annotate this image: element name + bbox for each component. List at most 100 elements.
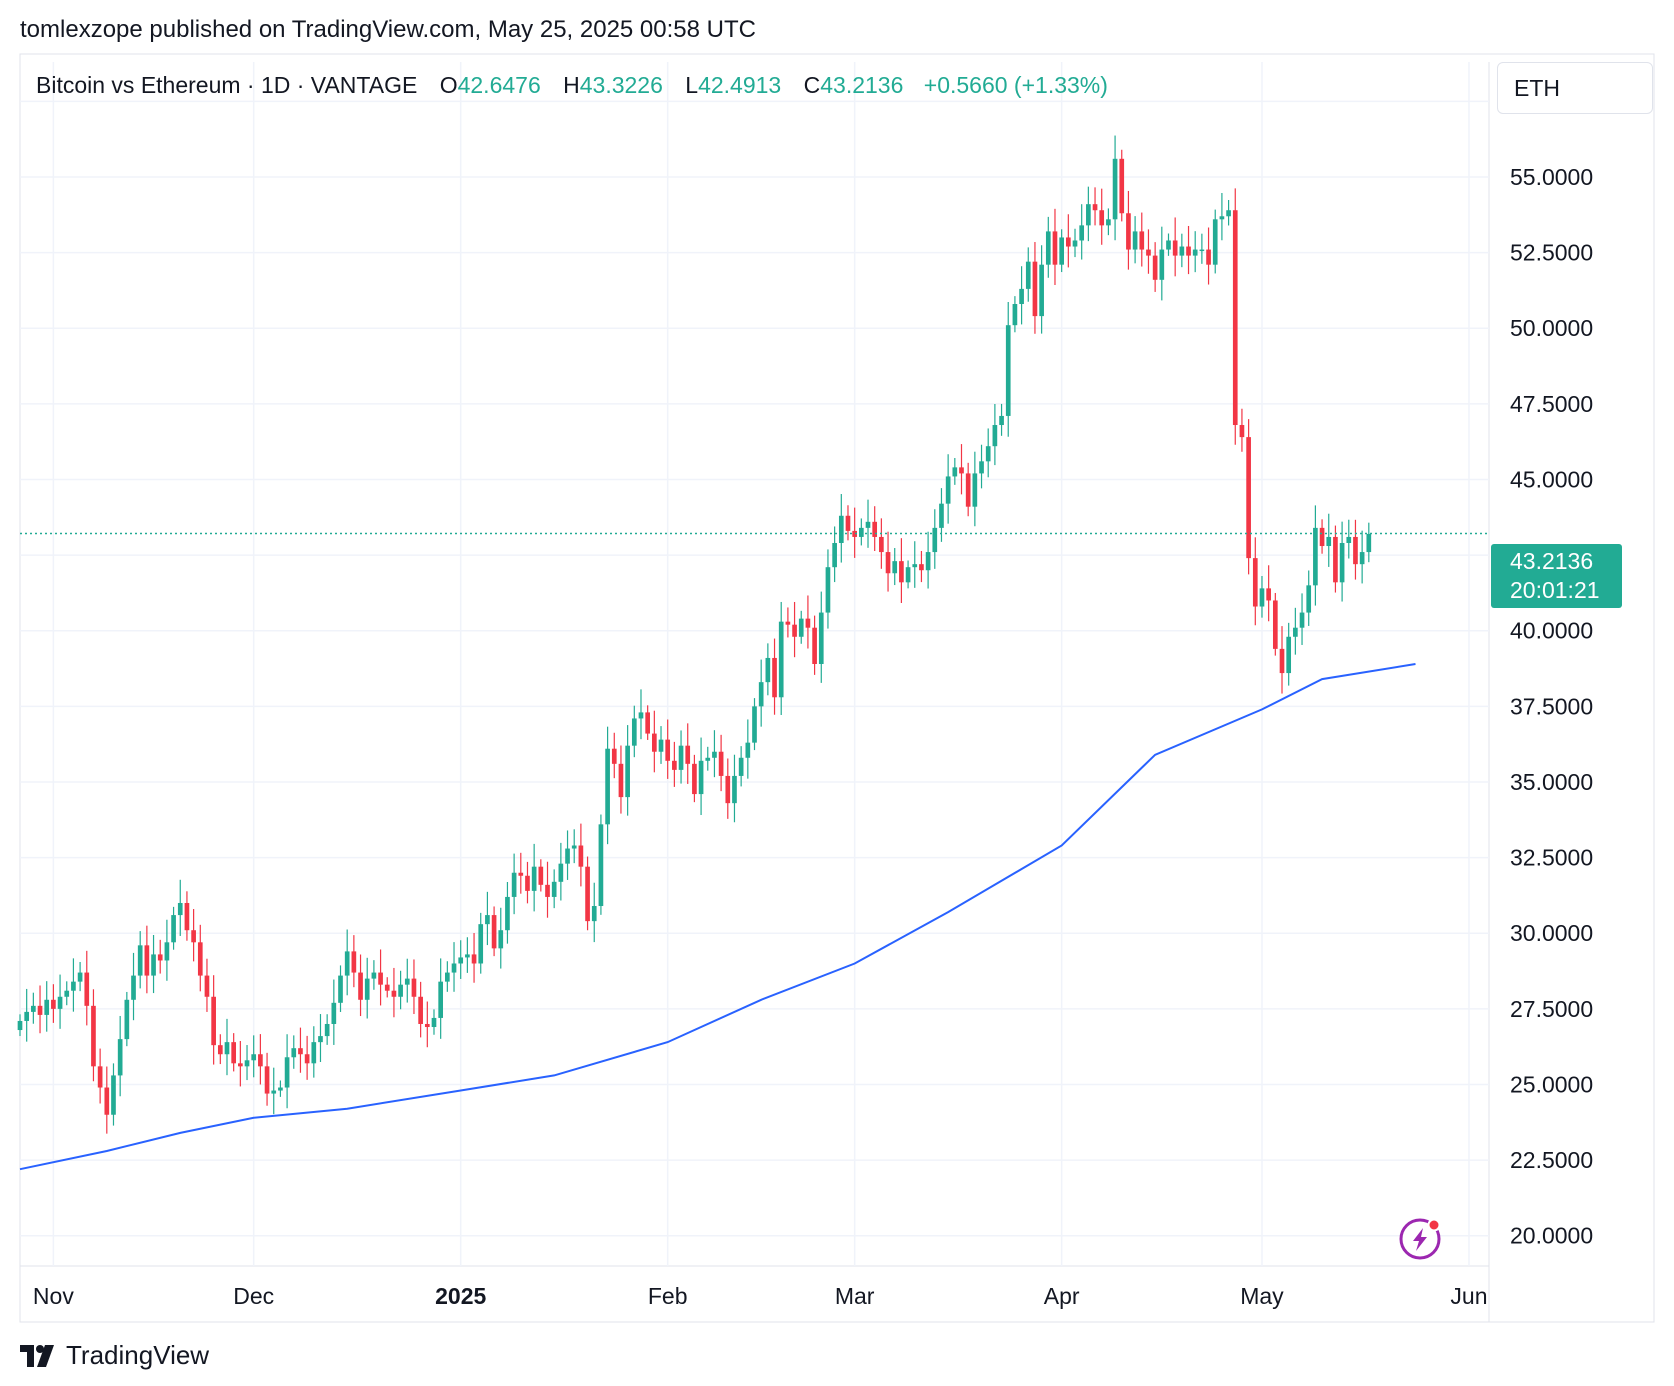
candle-body [1246,437,1251,559]
candle-body [645,712,651,734]
candle-body [772,657,777,698]
candle-body [551,881,557,897]
candle-body [505,896,510,931]
currency-scale-button[interactable]: ETH [1497,62,1653,114]
candle-body [652,733,657,752]
candle-body [184,902,190,931]
candle-body [631,718,637,746]
time-tick-label: Dec [233,1283,274,1309]
candle-body [371,972,377,979]
candle-body [672,760,677,770]
candles [17,135,1372,1134]
price-tick-label: 35.0000 [1510,769,1593,795]
candle-body [578,845,584,867]
candle-body [1359,552,1365,565]
candle-body [1025,261,1031,289]
candle-body [1339,542,1345,583]
flash-icon[interactable] [1399,1218,1441,1260]
price-tick-label: 25.0000 [1510,1071,1593,1097]
candle-body [818,612,824,664]
candle-body [1132,231,1138,250]
candle-body [558,863,564,882]
candle-body [545,884,550,897]
candle-body [91,1005,96,1067]
price-tick-label: 52.5000 [1510,240,1593,266]
candle-body [24,1011,30,1021]
candle-body [1119,158,1125,214]
candle-body [1306,585,1312,613]
candle-body [1293,627,1298,637]
high-value: 43.3226 [579,72,663,98]
candle-body [692,763,697,795]
candle-body [605,748,610,825]
candle-body [525,875,530,891]
candle-body [845,515,851,531]
time-axis-labels: Nov Dec 2025 Feb Mar Apr May Jun [33,1283,1488,1309]
tradingview-brand-label: TradingView [66,1340,210,1370]
candle-body [1353,536,1358,565]
candle-body [1186,246,1191,256]
candle-body [611,748,617,764]
candle-body [1319,527,1325,547]
candle-body [865,521,871,528]
candle-body [812,627,817,664]
candle-body [1212,219,1218,265]
candle-body [485,915,490,925]
candle-body [344,951,350,976]
last-price-tag: 43.2136 20:01:21 [1491,544,1622,608]
candle-body [939,503,944,528]
candle-body [1112,158,1118,220]
candle-body [1313,527,1318,586]
candle-body [1019,288,1024,305]
candle-body [364,978,370,1000]
candle-body [211,996,216,1046]
candle-body [445,972,450,982]
candle-body [738,757,744,776]
moving-average-layer [19,663,1416,1171]
price-tick-label: 27.5000 [1510,996,1593,1022]
time-tick-label: Feb [648,1283,688,1309]
candle-body [712,751,717,758]
candle-body [1086,204,1091,226]
candle-body [104,1087,110,1115]
candle-body [1052,231,1058,265]
time-tick-label: Mar [835,1283,875,1309]
symbol-title[interactable]: Bitcoin vs Ethereum · 1D · VANTAGE [36,72,418,98]
candle-body [952,467,958,477]
price-tick-label: 50.0000 [1510,315,1593,341]
candle-body [1092,204,1098,211]
close-label: C [803,72,821,98]
price-tick-label: 30.0000 [1510,920,1593,946]
candle-body [1272,600,1278,649]
candle-body [204,975,210,997]
candle-body [1152,255,1158,280]
candle-body [1366,533,1372,553]
candle-body [518,872,524,876]
candle-body [144,945,150,976]
candle-body [1126,213,1131,250]
candle-body [1206,249,1211,265]
candle-body [892,561,898,574]
candle-body [1166,240,1171,250]
candle-body [1099,210,1105,226]
candle-body [1192,249,1198,256]
candle-body [638,712,644,719]
candle-body [238,1063,243,1067]
candle-body [872,521,878,537]
candle-body [77,972,83,982]
candle-body [785,621,791,625]
candle-body [832,542,837,568]
candle-body [698,760,704,795]
tradingview-brand[interactable]: TradingView [20,1340,209,1371]
candle-body [311,1042,317,1064]
candle-body [511,872,517,897]
price-tick-label: 32.5000 [1510,845,1593,871]
candle-body [732,775,737,804]
candle-body [258,1054,263,1067]
candle-body [478,924,484,964]
candle-body [979,461,984,474]
candle-body [164,942,170,961]
candle-body [745,742,751,758]
candle-body [685,745,691,764]
